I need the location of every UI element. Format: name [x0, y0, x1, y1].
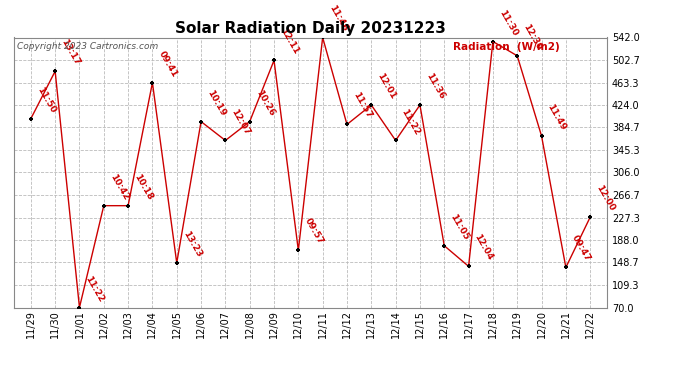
Text: 11:50: 11:50: [35, 86, 57, 114]
Point: [390, 138, 401, 144]
Point: [123, 202, 134, 208]
Point: [536, 133, 547, 139]
Text: Radiation  (W/m2): Radiation (W/m2): [453, 42, 560, 51]
Point: [74, 304, 85, 310]
Text: 09:57: 09:57: [302, 217, 325, 246]
Point: [268, 57, 279, 63]
Point: [293, 247, 304, 253]
Point: [560, 264, 571, 270]
Text: 10:18: 10:18: [132, 172, 155, 201]
Point: [195, 118, 206, 124]
Point: [342, 122, 353, 128]
Text: 11:36: 11:36: [424, 72, 446, 101]
Text: 09:41: 09:41: [157, 49, 179, 78]
Point: [512, 53, 523, 59]
Text: 11:49: 11:49: [546, 102, 568, 132]
Title: Solar Radiation Daily 20231223: Solar Radiation Daily 20231223: [175, 21, 446, 36]
Text: 11:46: 11:46: [327, 4, 349, 33]
Text: 12:01: 12:01: [375, 72, 397, 101]
Text: 09:47: 09:47: [570, 234, 592, 263]
Point: [584, 214, 595, 220]
Point: [50, 68, 61, 74]
Point: [463, 263, 474, 269]
Text: 10:19: 10:19: [205, 88, 227, 117]
Text: 11:22: 11:22: [400, 107, 422, 136]
Point: [171, 260, 182, 266]
Point: [244, 118, 255, 124]
Text: 12:07: 12:07: [230, 107, 252, 136]
Text: 13:23: 13:23: [181, 230, 203, 259]
Point: [415, 102, 426, 108]
Point: [26, 116, 37, 122]
Text: 10:26: 10:26: [254, 88, 276, 117]
Text: Copyright 2023 Cartronics.com: Copyright 2023 Cartronics.com: [17, 42, 158, 51]
Text: 11:57: 11:57: [351, 91, 373, 120]
Point: [487, 39, 498, 45]
Point: [98, 202, 109, 208]
Text: 12:11: 12:11: [278, 27, 300, 56]
Point: [366, 102, 377, 108]
Text: 12:00: 12:00: [594, 184, 616, 213]
Text: 13:17: 13:17: [59, 38, 81, 67]
Point: [439, 243, 450, 249]
Point: [147, 80, 158, 86]
Text: 11:05: 11:05: [448, 212, 471, 242]
Text: 11:22: 11:22: [83, 274, 106, 303]
Text: 12:30: 12:30: [522, 22, 544, 52]
Text: 10:42: 10:42: [108, 172, 130, 201]
Point: [220, 138, 231, 144]
Text: 11:30: 11:30: [497, 8, 519, 38]
Point: [317, 34, 328, 40]
Text: 12:04: 12:04: [473, 233, 495, 262]
